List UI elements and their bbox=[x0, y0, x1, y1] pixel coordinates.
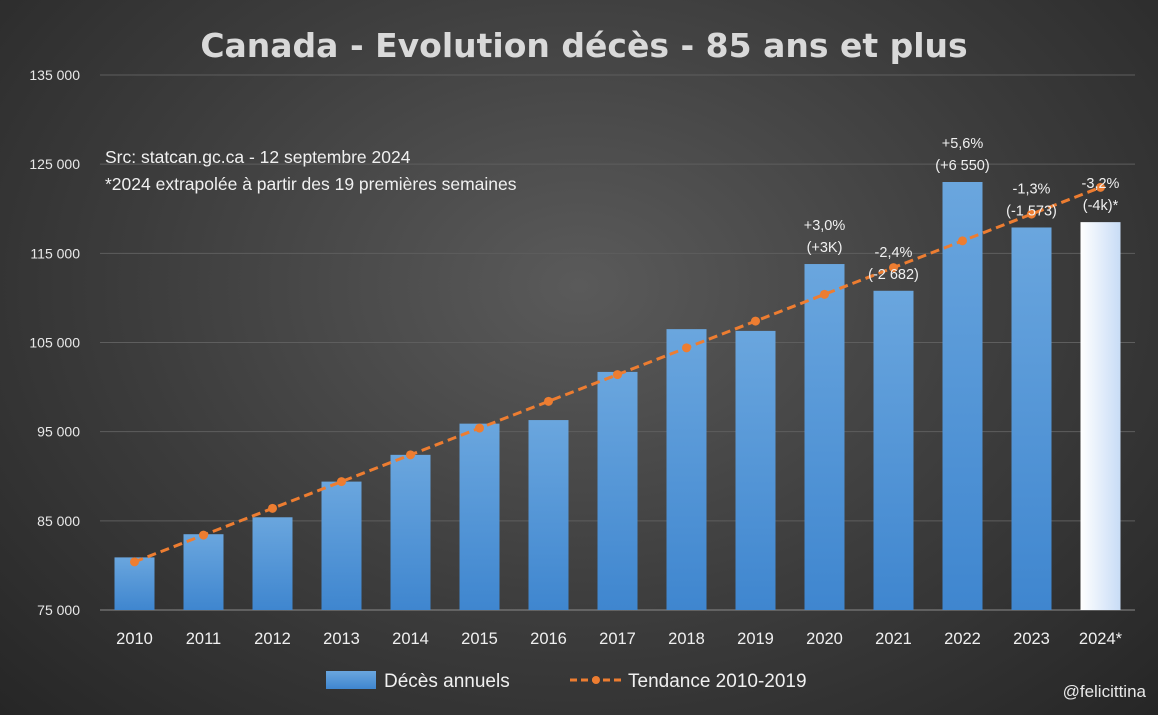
y-tick-label: 105 000 bbox=[29, 335, 80, 351]
trend-point bbox=[613, 370, 622, 380]
x-tick-label: 2016 bbox=[530, 630, 567, 648]
annotation-delta: (+6 550) bbox=[935, 158, 989, 174]
trend-point bbox=[1027, 209, 1036, 219]
trend-point bbox=[544, 396, 553, 406]
bar-2015 bbox=[459, 423, 500, 610]
bar-2013 bbox=[321, 481, 362, 610]
x-tick-label: 2021 bbox=[875, 630, 912, 648]
bar-annotations: +3,0% (+3K) -2,4% (-2 682) +5,6% (+6 550) -1,3… bbox=[804, 136, 1120, 283]
bar-series bbox=[114, 182, 1121, 610]
bar-2024 bbox=[1080, 222, 1121, 610]
bar-2021 bbox=[873, 290, 914, 610]
bar-2022 bbox=[942, 182, 983, 610]
bar-2016 bbox=[528, 420, 569, 610]
annotation-percent: -1,3% bbox=[1013, 181, 1051, 197]
chart-title: Canada - Evolution décès - 85 ans et plu… bbox=[200, 26, 967, 65]
x-tick-label: 2011 bbox=[186, 630, 221, 648]
x-tick-label: 2020 bbox=[806, 630, 843, 648]
trend-point bbox=[1096, 182, 1105, 192]
x-tick-label: 2023 bbox=[1013, 630, 1050, 648]
bar-2017 bbox=[597, 371, 638, 610]
trend-point bbox=[199, 530, 208, 540]
y-axis-ticks: 75 000 85 000 95 000 105 000 115 000 125 000 1… bbox=[29, 67, 80, 618]
trend-point bbox=[475, 423, 484, 433]
trend-point bbox=[337, 477, 346, 487]
annotation-delta: (-2 682) bbox=[868, 267, 919, 283]
annotation-percent: -3,2% bbox=[1082, 176, 1120, 192]
bar-2023 bbox=[1011, 227, 1052, 610]
x-tick-label: 2018 bbox=[668, 630, 705, 648]
y-tick-label: 75 000 bbox=[37, 602, 80, 618]
x-tick-label: 2024* bbox=[1079, 630, 1123, 648]
x-tick-label: 2019 bbox=[737, 630, 774, 648]
annotation-delta: (-1 573) bbox=[1006, 203, 1057, 219]
trend-point bbox=[130, 557, 139, 567]
bar-2019 bbox=[735, 330, 776, 610]
x-tick-label: 2014 bbox=[392, 630, 429, 648]
trend-point bbox=[682, 343, 691, 353]
x-tick-label: 2022 bbox=[944, 630, 981, 648]
x-tick-label: 2010 bbox=[116, 630, 153, 648]
bar-2011 bbox=[183, 534, 224, 610]
x-axis-ticks: 2010 2011 2012 2013 2014 2015 2016 2017 2018 2019… bbox=[116, 630, 1122, 648]
trend-point bbox=[751, 316, 760, 326]
annotation-percent: +5,6% bbox=[942, 136, 984, 152]
y-tick-label: 95 000 bbox=[37, 424, 80, 440]
x-tick-label: 2013 bbox=[323, 630, 360, 648]
legend-line-marker bbox=[592, 676, 600, 684]
y-tick-label: 125 000 bbox=[29, 156, 80, 172]
trend-point bbox=[268, 503, 277, 513]
author-credit: @felicittina bbox=[1063, 682, 1147, 701]
y-tick-label: 135 000 bbox=[29, 67, 80, 83]
legend-bar-swatch bbox=[326, 671, 376, 689]
trend-point bbox=[958, 236, 967, 246]
x-tick-label: 2017 bbox=[599, 630, 636, 648]
trend-point bbox=[889, 263, 898, 273]
annotation-delta: (+3K) bbox=[807, 240, 843, 256]
bar-2018 bbox=[666, 329, 707, 610]
legend-line-label: Tendance 2010-2019 bbox=[628, 671, 807, 692]
x-tick-label: 2015 bbox=[461, 630, 498, 648]
annotation-delta: (-4k)* bbox=[1083, 198, 1119, 214]
legend-bar-label: Décès annuels bbox=[384, 671, 510, 692]
trend-series bbox=[130, 182, 1105, 567]
annotation-percent: +3,0% bbox=[804, 218, 846, 234]
y-tick-label: 115 000 bbox=[30, 245, 80, 261]
annotation-percent: -2,4% bbox=[875, 245, 913, 261]
trend-point bbox=[820, 289, 829, 299]
trend-point bbox=[406, 450, 415, 460]
extrapolation-note: *2024 extrapolée à partir des 19 premièr… bbox=[105, 174, 517, 194]
x-tick-label: 2012 bbox=[254, 630, 291, 648]
bar-2014 bbox=[390, 454, 431, 610]
legend: Décès annuels Tendance 2010-2019 bbox=[326, 671, 807, 692]
y-tick-label: 85 000 bbox=[37, 513, 80, 529]
bar-2012 bbox=[252, 517, 293, 610]
bar-2020 bbox=[804, 264, 845, 610]
source-note: Src: statcan.gc.ca - 12 septembre 2024 bbox=[105, 147, 411, 167]
